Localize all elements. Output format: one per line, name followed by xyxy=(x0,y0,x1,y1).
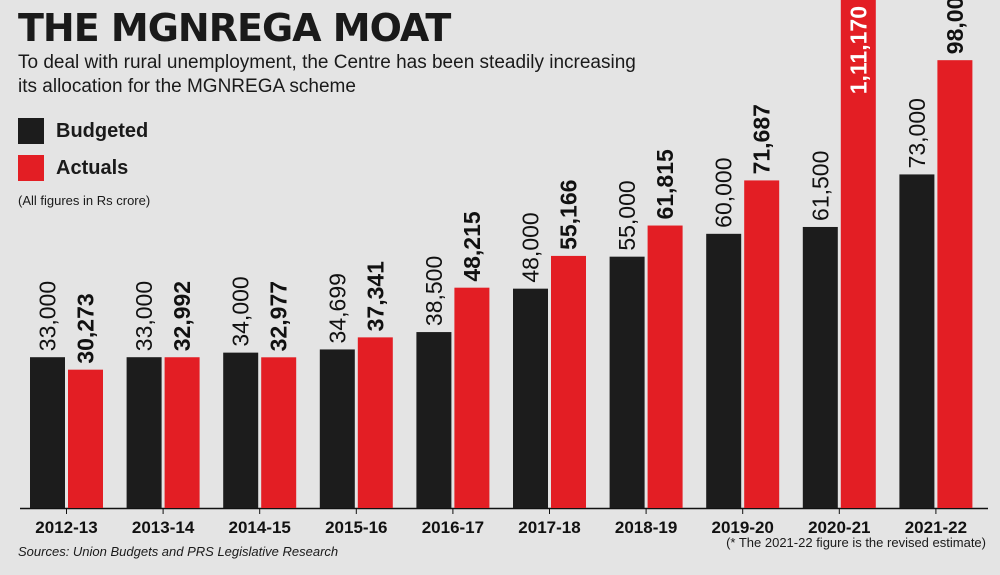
x-tick-label: 2014-15 xyxy=(229,518,291,537)
data-label-actuals: 98,000* xyxy=(942,0,968,54)
bar-budgeted xyxy=(319,349,355,508)
legend-label-budgeted: Budgeted xyxy=(56,119,149,142)
data-label-budgeted: 33,000 xyxy=(131,281,157,351)
bar-actuals xyxy=(937,60,973,509)
bar-actuals xyxy=(744,180,780,508)
legend-swatch-budgeted xyxy=(18,118,44,144)
x-tick-label: 2018-19 xyxy=(615,518,677,537)
data-label-actuals: 32,992 xyxy=(169,281,195,351)
data-label-budgeted: 60,000 xyxy=(711,157,737,227)
data-label-budgeted: 34,000 xyxy=(228,276,254,346)
x-tick-label: 2016-17 xyxy=(422,518,484,537)
x-tick-label: 2013-14 xyxy=(132,518,195,537)
bar-actuals xyxy=(840,0,876,508)
units-note: (All figures in Rs crore) xyxy=(18,193,151,208)
data-label-actuals: 1,11,170 xyxy=(845,6,871,94)
chart-subtitle: To deal with rural unemployment, the Cen… xyxy=(18,52,636,97)
bar-budgeted xyxy=(706,233,742,508)
footnote: (* The 2021-22 figure is the revised est… xyxy=(726,535,986,550)
data-label-budgeted: 38,500 xyxy=(421,256,447,326)
x-tick-label: 2019-20 xyxy=(712,518,774,537)
data-label-budgeted: 55,000 xyxy=(614,180,640,250)
data-label-budgeted: 34,699 xyxy=(324,273,350,343)
data-label-budgeted: 48,000 xyxy=(518,212,544,282)
x-tick-label: 2015-16 xyxy=(325,518,387,537)
legend-label-actuals: Actuals xyxy=(56,156,129,179)
bar-actuals xyxy=(261,357,297,508)
bar-budgeted xyxy=(30,357,65,508)
x-tick-label: 2021-22 xyxy=(905,518,967,537)
bar-budgeted xyxy=(899,174,935,509)
data-label-budgeted: 73,000 xyxy=(904,98,930,168)
data-label-actuals: 37,341 xyxy=(362,261,388,332)
bar-actuals xyxy=(647,225,683,508)
bar-budgeted xyxy=(802,226,838,508)
bar-budgeted xyxy=(416,332,452,508)
data-label-budgeted: 33,000 xyxy=(35,281,61,351)
data-label-actuals: 71,687 xyxy=(749,104,775,174)
data-label-actuals: 55,166 xyxy=(556,180,582,250)
bar-budgeted xyxy=(223,352,259,508)
chart-title: THE MGNREGA MOAT xyxy=(18,6,451,50)
bar-budgeted xyxy=(513,288,548,508)
data-label-actuals: 48,215 xyxy=(459,211,485,282)
bar-actuals xyxy=(454,287,490,508)
legend: Budgeted Actuals xyxy=(18,118,148,192)
source-note: Sources: Union Budgets and PRS Legislati… xyxy=(18,544,339,559)
legend-swatch-actuals xyxy=(18,155,44,181)
bar-budgeted xyxy=(609,256,645,508)
bar-actuals xyxy=(68,369,103,508)
bar-actuals xyxy=(164,357,200,508)
legend-item-budgeted: Budgeted xyxy=(18,118,148,144)
x-tick-label: 2012-13 xyxy=(35,518,97,537)
bar-actuals xyxy=(551,255,586,508)
x-tick-label: 2017-18 xyxy=(518,518,580,537)
legend-item-actuals: Actuals xyxy=(18,155,148,181)
data-label-actuals: 61,815 xyxy=(652,149,678,220)
data-label-actuals: 30,273 xyxy=(73,293,99,363)
bar-actuals xyxy=(357,337,393,508)
data-label-actuals: 32,977 xyxy=(266,281,292,351)
x-tick-label: 2020-21 xyxy=(808,518,870,537)
bar-budgeted xyxy=(126,357,162,508)
data-label-budgeted: 61,500 xyxy=(807,151,833,221)
